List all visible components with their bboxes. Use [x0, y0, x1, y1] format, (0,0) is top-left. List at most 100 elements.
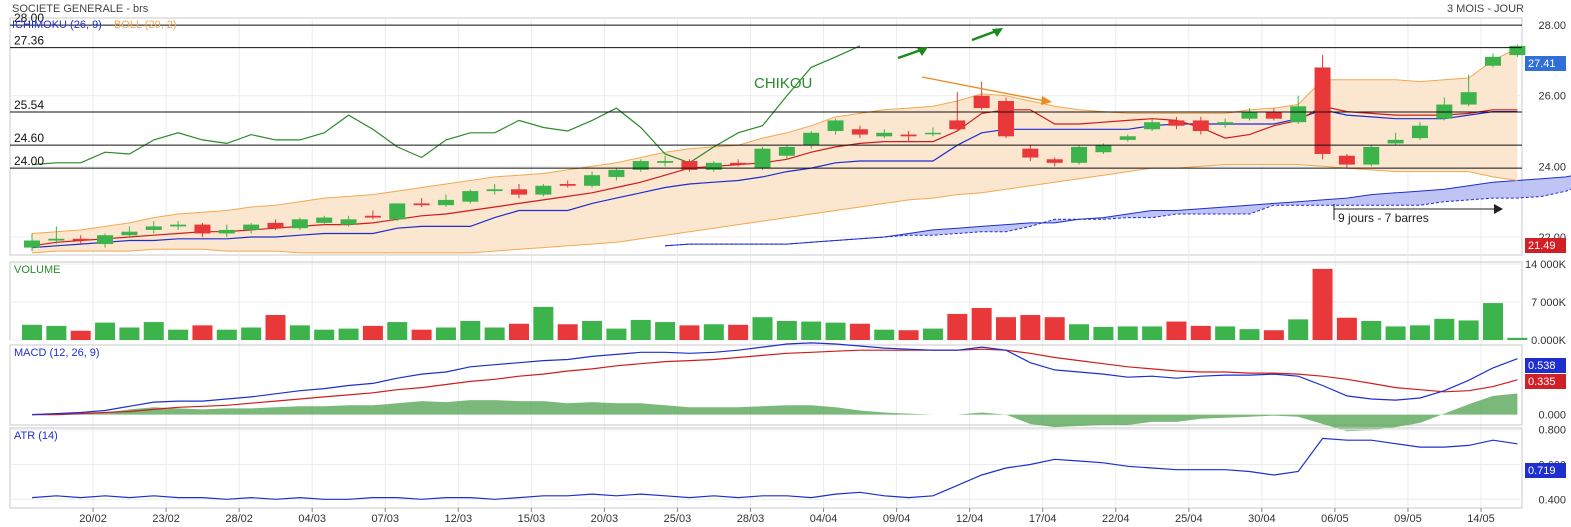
- volume-bar: [1166, 321, 1187, 340]
- low-price-badge: 21.49: [1525, 238, 1566, 253]
- volume-bar: [1507, 337, 1528, 340]
- chikou-line: [31, 45, 861, 166]
- candle-body: [462, 191, 479, 202]
- volume-bar: [1239, 329, 1260, 340]
- candle-body: [364, 215, 381, 218]
- svg-text:21.49: 21.49: [1528, 240, 1556, 252]
- macd-tick-label: 0.000: [1538, 410, 1566, 422]
- volume-bar: [971, 307, 992, 340]
- volume-bar: [801, 321, 822, 340]
- volume-bar: [557, 324, 578, 340]
- volume-bar: [996, 317, 1016, 340]
- candle-body: [876, 132, 893, 137]
- volume-bar: [70, 330, 91, 340]
- volume-bar: [1190, 325, 1211, 340]
- volume-bar: [1142, 326, 1163, 340]
- svg-text:0.719: 0.719: [1528, 465, 1556, 477]
- volume-bar: [630, 319, 651, 340]
- volume-bar: [1263, 330, 1284, 340]
- atr-tick-label: 0.400: [1538, 494, 1566, 506]
- volume-bar: [1458, 320, 1479, 340]
- x-tick-label: 14/05: [1467, 513, 1495, 525]
- x-tick-label: 09/04: [883, 513, 911, 525]
- candle-body: [121, 231, 138, 236]
- volume-bar: [1434, 318, 1455, 340]
- level-label: 27.36: [14, 34, 44, 48]
- candle-body: [1241, 111, 1258, 119]
- candle-body: [1046, 159, 1063, 163]
- volume-bar: [922, 328, 943, 340]
- candle-body: [705, 162, 722, 170]
- candle-body: [218, 229, 235, 234]
- candle-body: [584, 175, 601, 186]
- boll-legend[interactable]: BOLL (20, 2): [114, 19, 177, 31]
- candle-body: [754, 148, 771, 169]
- macd-line: [31, 342, 1518, 416]
- volume-bar: [1117, 326, 1138, 340]
- volume-bar: [1361, 321, 1382, 340]
- price-tick-label: 26.00: [1538, 91, 1566, 103]
- x-tick-label: 22/04: [1102, 513, 1130, 525]
- candle-body: [486, 189, 503, 192]
- candle-body: [778, 146, 795, 156]
- signal-line: [32, 348, 1518, 416]
- chart-title: SOCIETE GENERALE - brs: [12, 3, 149, 15]
- volume-bar: [1385, 326, 1406, 340]
- volume-bar: [898, 330, 919, 340]
- level-label: 24.60: [14, 131, 44, 145]
- volume-bar: [143, 322, 164, 340]
- bollinger-lower: [31, 164, 1518, 254]
- senkou-span-b: [665, 188, 1571, 247]
- volume-bar: [289, 325, 310, 340]
- x-tick-label: 09/05: [1394, 513, 1422, 525]
- svg-text:27.41: 27.41: [1528, 58, 1556, 70]
- candle-body: [998, 101, 1014, 137]
- x-tick-label: 28/02: [225, 513, 253, 525]
- volume-bar: [655, 322, 676, 340]
- volume-bar: [509, 323, 529, 340]
- price-frame: [9, 17, 1523, 256]
- candle-body: [437, 199, 454, 206]
- ichimoku-legend[interactable]: ICHIMOKU (26, 9): [12, 19, 102, 31]
- chikou-label: CHIKOU: [754, 75, 812, 92]
- volume-bar: [484, 327, 505, 340]
- candle-body: [1363, 146, 1380, 165]
- volume-bar: [22, 324, 42, 340]
- green-arrow-head: [992, 28, 1003, 37]
- candle-body: [340, 219, 357, 225]
- x-tick-label: 30/04: [1248, 513, 1276, 525]
- green-arrow-head: [917, 47, 928, 56]
- volume-bar: [849, 323, 870, 340]
- macd-frame: [9, 344, 1523, 426]
- candle-body: [48, 238, 65, 241]
- candle-body: [803, 132, 820, 146]
- candle-body: [1119, 136, 1136, 140]
- volume-bar: [1020, 315, 1041, 340]
- period-label[interactable]: 3 MOIS - JOUR: [1447, 3, 1524, 15]
- volume-bar: [387, 322, 408, 340]
- candle-body: [657, 161, 674, 163]
- volume-bar: [825, 322, 846, 340]
- macd-value-badge: 0.538: [1525, 358, 1566, 373]
- price-tick-label: 24.00: [1538, 161, 1566, 173]
- candle-body: [267, 222, 284, 229]
- candle-body: [1338, 155, 1355, 165]
- candle-body: [1460, 92, 1477, 105]
- atr-frame: [9, 427, 1523, 509]
- candle-body: [97, 235, 114, 245]
- candle-body: [535, 185, 552, 195]
- volume-bar: [460, 321, 481, 340]
- candle-body: [1192, 120, 1209, 132]
- volume-bar: [168, 329, 189, 340]
- volume-bar: [265, 315, 286, 340]
- volume-bar: [1312, 268, 1333, 340]
- x-tick-label: 07/03: [371, 513, 399, 525]
- volume-bar: [362, 325, 383, 340]
- candle-body: [145, 226, 162, 230]
- x-tick-label: 04/04: [810, 513, 838, 525]
- volume-tick-label: 14 000K: [1525, 259, 1567, 271]
- candle-body: [72, 238, 89, 241]
- x-tick-label: 28/03: [737, 513, 765, 525]
